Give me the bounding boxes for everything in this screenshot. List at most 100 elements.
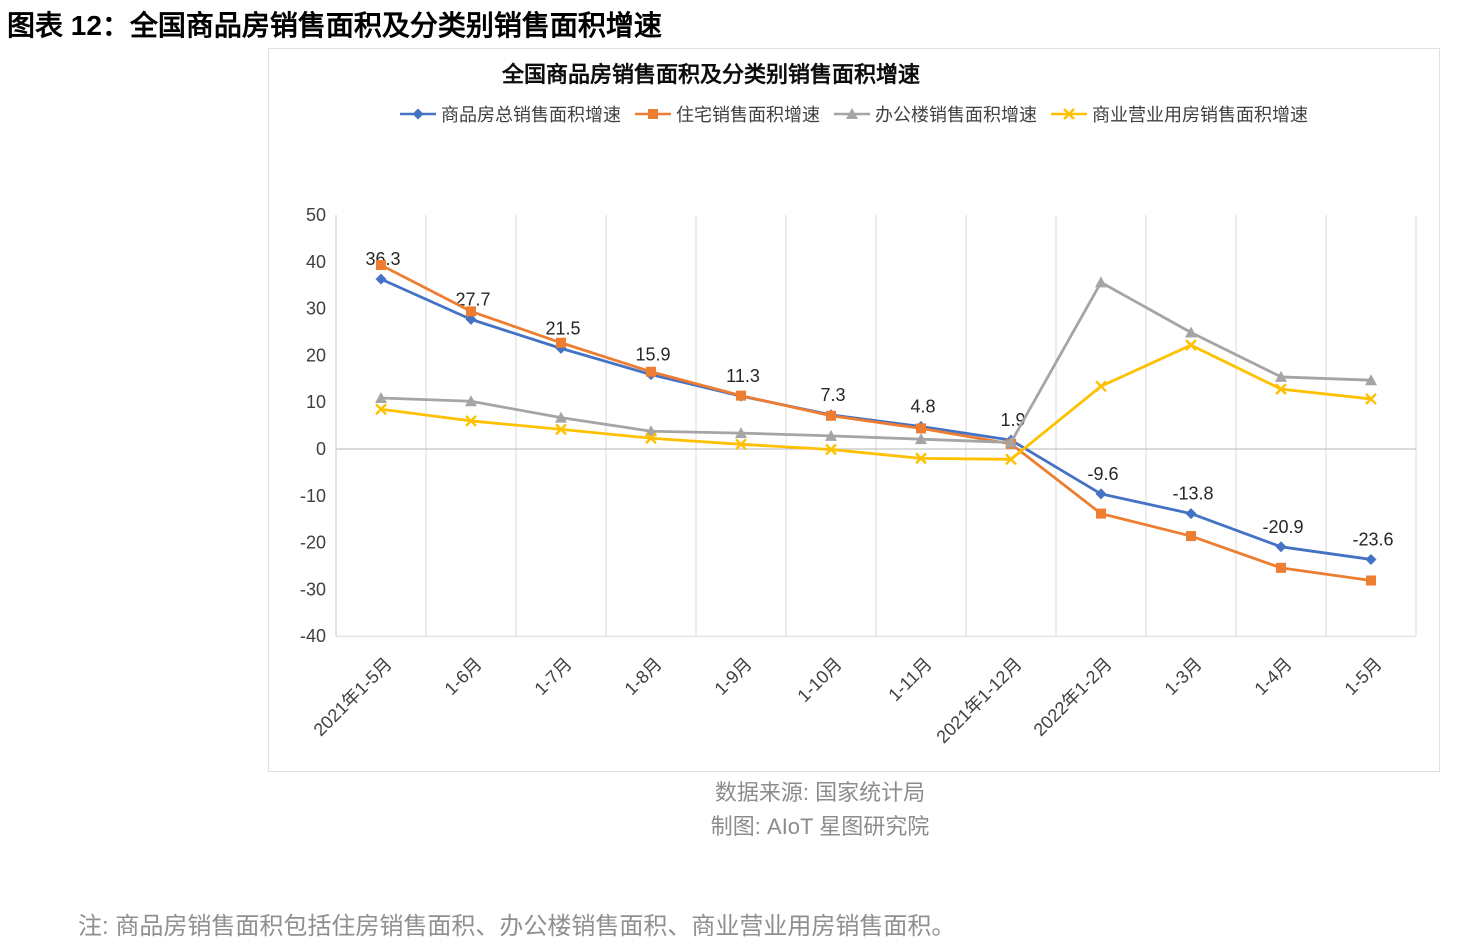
diamond-marker (375, 273, 387, 285)
x-axis-tick-label: 1-10月 (793, 654, 845, 706)
square-marker (376, 260, 386, 271)
square-marker (1186, 531, 1196, 542)
x-marker (735, 438, 747, 451)
legend-label: 商业营业用房销售面积增速 (1092, 105, 1308, 125)
data-label: 11.3 (726, 366, 760, 386)
y-axis-tick-label: -20 (300, 533, 326, 553)
x-marker (1063, 108, 1075, 120)
x-marker (1005, 453, 1017, 466)
y-axis-tick-label: 30 (306, 299, 326, 319)
square-marker (646, 366, 656, 377)
credit-line: 制图: AIoT 星图研究院 (710, 814, 930, 839)
data-label: 36.3 (365, 249, 400, 269)
y-axis-tick-label: 20 (306, 345, 326, 365)
source-line: 数据来源: 国家统计局 (714, 780, 926, 805)
x-axis-tick-label: 2021年1-5月 (310, 654, 396, 740)
x-marker (1095, 380, 1107, 393)
data-label: 27.7 (455, 289, 490, 309)
series-line-2 (380, 280, 1372, 444)
triangle-marker (375, 391, 387, 403)
square-marker (826, 410, 836, 421)
square-marker (916, 423, 926, 434)
data-label: 15.9 (635, 345, 670, 365)
triangle-marker (1185, 326, 1197, 338)
square-marker (736, 390, 746, 401)
legend-label: 办公楼销售面积增速 (875, 105, 1037, 125)
diamond-marker (1365, 553, 1377, 565)
triangle-marker (555, 411, 567, 423)
triangle-marker (735, 427, 747, 439)
square-marker (1276, 562, 1286, 573)
x-marker (915, 452, 927, 465)
diamond-marker (1275, 541, 1287, 553)
line-chart: 50 40 30 20 10 0 -10 -20 -30 -40 2021年1-5月 1-6月 1-7月… (300, 205, 1417, 747)
x-marker (825, 443, 837, 456)
triangle-marker (846, 108, 858, 119)
legend-label: 住宅销售面积增速 (676, 105, 820, 125)
legend-item-1: 住宅销售面积增速 (635, 101, 820, 127)
data-label: -13.8 (1172, 484, 1213, 504)
triangle-legend-marker-icon (834, 108, 870, 119)
triangle-marker (645, 425, 657, 437)
triangle-marker (1275, 370, 1287, 382)
triangle-marker (1095, 276, 1107, 288)
data-label: 4.8 (910, 397, 935, 417)
data-label: 1.9 (1000, 410, 1025, 430)
square-marker (1096, 508, 1106, 519)
series-line-3 (380, 343, 1372, 461)
diamond-marker (1185, 508, 1197, 520)
legend-item-3: 商业营业用房销售面积增速 (1051, 101, 1308, 127)
x-axis-tick-label: 1-6月 (441, 654, 486, 699)
x-marker (555, 423, 567, 436)
diamond-legend-marker-icon (400, 108, 436, 120)
series-line-1 (380, 263, 1372, 582)
y-axis-tick-label: 50 (306, 205, 326, 225)
source-block: 数据来源: 国家统计局 制图: AIoT 星图研究院 (200, 776, 1440, 844)
x-legend-marker-icon (1051, 108, 1087, 120)
triangle-marker (1365, 374, 1377, 386)
diamond-marker (412, 108, 424, 120)
x-marker (1185, 339, 1197, 351)
x-axis-tick-label: 2022年1-2月 (1030, 654, 1116, 740)
y-axis-tick-label: -40 (300, 626, 326, 646)
y-axis-tick-label: -10 (300, 486, 326, 506)
diamond-marker (465, 313, 477, 325)
square-marker (466, 306, 476, 317)
x-marker (1365, 393, 1377, 405)
y-axis-tick-label: 0 (316, 439, 326, 459)
legend-label: 商品房总销售面积增速 (441, 105, 621, 125)
triangle-marker (825, 429, 837, 441)
y-axis-tick-label: 40 (306, 252, 326, 272)
legend-item-0: 商品房总销售面积增速 (400, 101, 621, 127)
legend-item-2: 办公楼销售面积增速 (834, 101, 1037, 127)
square-marker (1366, 575, 1376, 586)
x-axis-tick-label: 1-3月 (1161, 654, 1206, 699)
x-axis-tick-label: 1-7月 (531, 654, 576, 699)
triangle-marker (465, 395, 477, 407)
chart-legend: 商品房总销售面积增速 住宅销售面积增速 办公楼销售面积增速 商业营业用房销售面积增速 (269, 101, 1439, 127)
x-marker (1275, 383, 1287, 395)
x-axis-tick-label: 1-4月 (1251, 654, 1296, 699)
square-legend-marker-icon (635, 109, 671, 119)
square-marker (556, 337, 566, 348)
x-marker (645, 432, 657, 445)
x-axis-tick-label: 1-8月 (621, 654, 666, 699)
data-label: -20.9 (1262, 517, 1303, 537)
x-axis-tick-label: 1-11月 (884, 654, 935, 705)
data-label: 7.3 (820, 385, 845, 405)
x-marker (465, 415, 477, 427)
chart-title: 全国商品房销售面积及分类别销售面积增速 (501, 62, 921, 87)
data-label: -9.6 (1087, 464, 1118, 484)
data-label: -23.6 (1352, 529, 1393, 549)
triangle-marker (915, 433, 927, 445)
diamond-marker (1095, 488, 1107, 500)
y-axis-tick-label: -30 (300, 579, 326, 599)
x-marker (375, 403, 387, 416)
data-label: 21.5 (545, 318, 580, 338)
footnote: 注: 商品房销售面积包括住房销售面积、办公楼销售面积、商业营业用房销售面积。 (78, 913, 956, 940)
square-marker (648, 109, 658, 119)
chart-container: 全国商品房销售面积及分类别销售面积增速 商品房总销售面积增速 住宅销售面积增速 办公… (268, 48, 1440, 772)
y-axis-tick-label: 10 (306, 392, 326, 412)
x-axis-tick-label: 1-5月 (1341, 654, 1386, 699)
